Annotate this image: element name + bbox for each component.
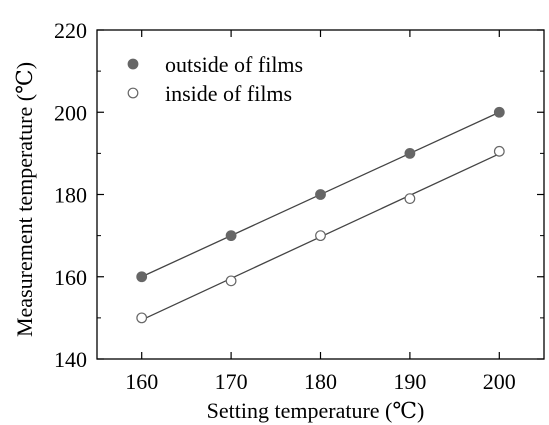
data-point-series-1 [404, 193, 416, 205]
data-point-series-1 [136, 312, 148, 324]
x-tick-label: 160 [125, 369, 158, 394]
legend-marker-outside [127, 58, 139, 70]
x-tick-label: 180 [304, 369, 337, 394]
data-point-series-1 [225, 275, 237, 287]
y-tick-label: 200 [54, 100, 87, 125]
legend: outside of films inside of films [127, 52, 303, 106]
axis-ticks: 160 170 180 190 200 140 160 180 200 220 [54, 18, 544, 394]
data-point-series-0 [404, 147, 416, 159]
data-point-series-1 [493, 145, 505, 157]
x-tick-label: 170 [215, 369, 248, 394]
data-point-series-0 [493, 106, 505, 118]
data-points [136, 106, 505, 324]
x-axis-label: Setting temperature (℃) [207, 398, 425, 423]
x-tick-label: 200 [483, 369, 516, 394]
data-point-series-1 [315, 230, 326, 242]
y-axis-label: Measurement temperature (℃) [12, 62, 37, 337]
data-point-series-0 [225, 230, 237, 242]
legend-label-inside: inside of films [165, 81, 292, 106]
legend-label-outside: outside of films [165, 52, 303, 77]
y-tick-label: 180 [54, 183, 87, 208]
data-point-series-0 [136, 271, 148, 283]
y-tick-label: 140 [54, 347, 87, 372]
legend-marker-inside [127, 87, 139, 99]
y-tick-label: 220 [54, 18, 87, 43]
data-point-series-0 [315, 189, 326, 200]
fit-lines [141, 111, 500, 321]
y-tick-label: 160 [54, 265, 87, 290]
x-tick-label: 190 [393, 369, 426, 394]
